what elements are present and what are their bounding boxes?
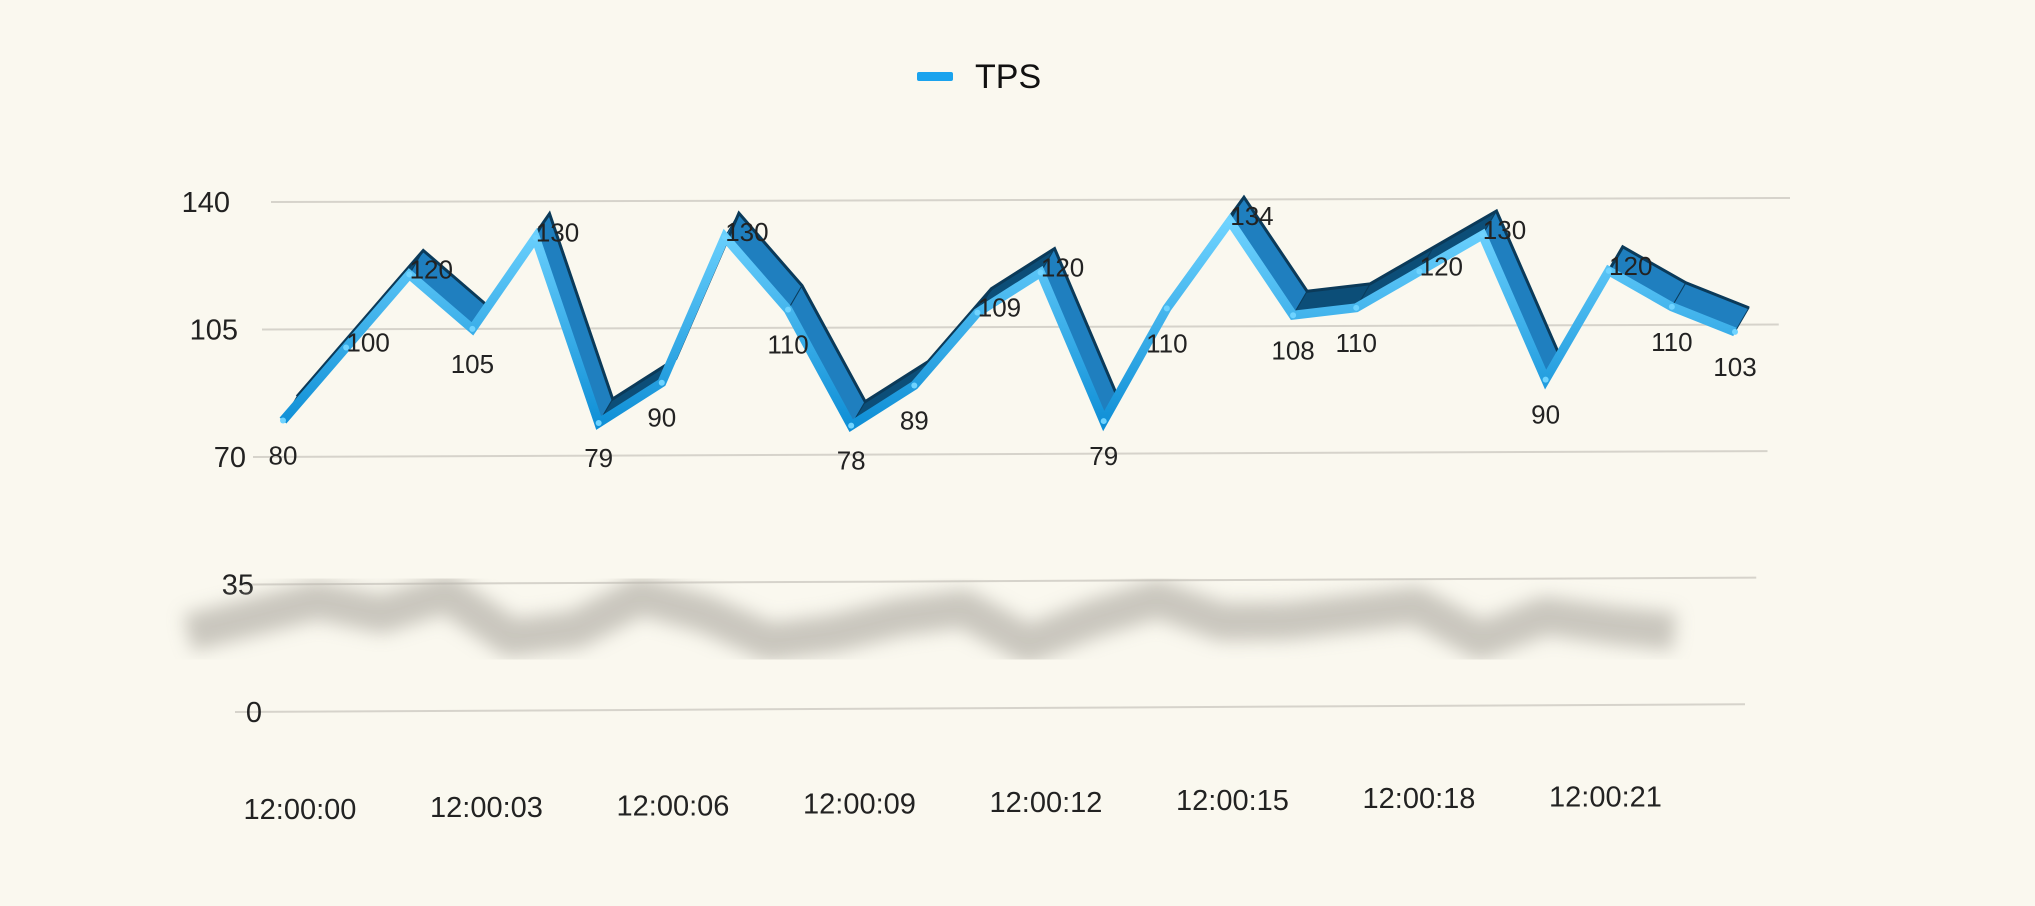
- y-axis-ticks: 0 35 70 105 140: [182, 187, 262, 729]
- y-tick-label: 70: [214, 442, 246, 474]
- data-label: 103: [1713, 352, 1756, 382]
- gridline: [252, 450, 1768, 458]
- data-label: 110: [1335, 328, 1376, 358]
- data-label: 80: [269, 441, 298, 471]
- data-label: 120: [410, 254, 453, 284]
- data-point: [343, 344, 350, 351]
- y-tick-label: 0: [246, 697, 262, 729]
- data-points: [280, 218, 1738, 429]
- data-label: 105: [451, 349, 494, 379]
- x-tick-label: 12:00:21: [1549, 781, 1662, 813]
- data-label: 89: [900, 405, 929, 435]
- x-tick-label: 12:00:03: [430, 792, 543, 824]
- data-label: 90: [647, 403, 676, 433]
- ribbon-back-edge: [295, 194, 1750, 404]
- data-point: [469, 325, 476, 332]
- x-axis-ticks: 12:00:00 12:00:03 12:00:06 12:00:09 12:00:12…: [244, 781, 1662, 826]
- data-point: [1605, 267, 1612, 274]
- data-label: 120: [1041, 253, 1084, 283]
- data-point: [280, 417, 286, 424]
- gridline: [234, 703, 1746, 713]
- data-label: 110: [1651, 327, 1692, 357]
- gridline: [270, 197, 1791, 203]
- data-point: [406, 271, 413, 278]
- x-tick-label: 12:00:12: [990, 787, 1103, 819]
- data-point: [721, 234, 728, 241]
- data-labels: 80 100 120 105 130 79 90 130 110 78 89 109 120 79 110 1…: [269, 201, 1757, 475]
- data-label: 110: [767, 330, 808, 360]
- legend-label: TPS: [975, 58, 1041, 96]
- data-point: [1732, 328, 1738, 335]
- data-point: [532, 234, 539, 241]
- data-point: [974, 309, 981, 316]
- data-label: 134: [1230, 201, 1273, 231]
- series-shadow-line: [183, 574, 1677, 664]
- data-label: 79: [584, 443, 613, 473]
- x-tick-label: 12:00:00: [244, 794, 357, 826]
- data-point: [1479, 232, 1486, 239]
- x-tick-label: 12:00:09: [803, 789, 916, 821]
- legend-swatch: [917, 72, 953, 81]
- data-point: [785, 306, 792, 313]
- data-label: 130: [536, 218, 579, 248]
- data-point: [848, 422, 855, 429]
- y-tick-label: 35: [222, 570, 254, 602]
- data-point: [1037, 269, 1044, 276]
- data-point: [1542, 376, 1549, 383]
- gridline: [243, 576, 1757, 586]
- data-label: 109: [978, 293, 1021, 323]
- data-label: 100: [346, 327, 389, 357]
- data-point: [1290, 312, 1297, 319]
- data-label: 90: [1531, 400, 1560, 430]
- series-line-tps: [279, 213, 1737, 433]
- x-tick-label: 12:00:06: [617, 790, 730, 822]
- data-label: 110: [1146, 328, 1187, 358]
- legend: TPS: [917, 58, 1041, 96]
- series-ribbon: [279, 194, 1750, 433]
- y-tick-label: 140: [182, 187, 230, 219]
- x-tick-label: 12:00:15: [1176, 785, 1289, 817]
- data-label: 120: [1609, 251, 1652, 281]
- data-point: [658, 379, 665, 386]
- data-label: 130: [1483, 215, 1526, 245]
- data-label: 130: [725, 217, 768, 247]
- data-point: [1226, 218, 1233, 225]
- data-label: 79: [1089, 441, 1118, 471]
- data-label: 120: [1420, 251, 1463, 281]
- data-label: 108: [1271, 335, 1314, 365]
- data-point: [1668, 303, 1675, 310]
- x-tick-label: 12:00:18: [1363, 783, 1476, 815]
- y-tick-label: 105: [190, 315, 238, 347]
- data-point: [1416, 268, 1423, 275]
- gridline: [261, 323, 1779, 331]
- data-label: 78: [837, 446, 866, 476]
- data-point: [1100, 418, 1107, 425]
- data-point: [595, 419, 602, 426]
- data-point: [1353, 304, 1360, 311]
- data-point: [911, 382, 918, 389]
- series-shadow: [183, 574, 1677, 664]
- data-point: [1163, 305, 1170, 312]
